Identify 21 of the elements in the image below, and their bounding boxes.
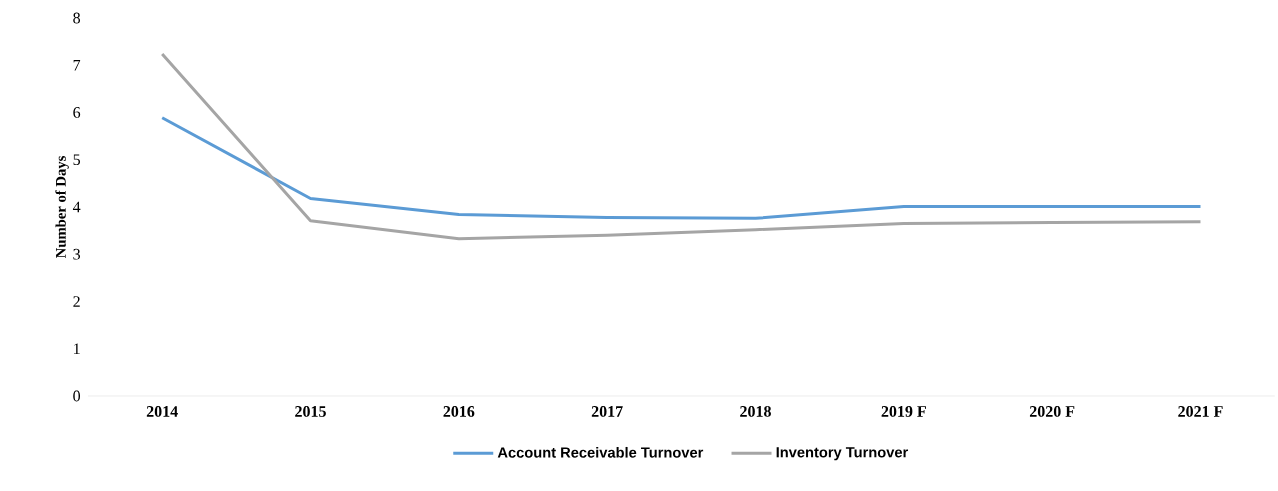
y-tick-label: 3 <box>73 248 81 260</box>
x-tick-label: 2015 <box>295 406 326 417</box>
y-tick-label: 2 <box>73 296 80 307</box>
x-tick-label: 2017 <box>591 406 623 417</box>
legend-label: Account Receivable Turnover <box>497 446 704 458</box>
x-tick-label: 2019 F <box>881 406 926 417</box>
y-tick-label: 1 <box>74 343 80 355</box>
y-tick-label: 4 <box>72 201 81 213</box>
x-tick-label: 2018 <box>740 406 771 417</box>
y-tick-label: 5 <box>73 154 81 166</box>
line-series <box>160 52 1202 241</box>
y-tick-label: 7 <box>73 60 81 71</box>
legend-label: Inventory Turnover <box>776 447 909 461</box>
y-axis-title: Number of Days <box>55 156 69 259</box>
y-tick-label: 0 <box>73 390 81 402</box>
x-tick-label: 2016 <box>443 406 475 417</box>
x-tick-label: 2020 F <box>1029 406 1075 417</box>
y-tick-label: 8 <box>73 12 81 24</box>
y-tick-label: 6 <box>73 107 81 118</box>
x-tick-label: 2014 <box>146 406 178 417</box>
x-tick-label: 2021 F <box>1178 406 1223 417</box>
